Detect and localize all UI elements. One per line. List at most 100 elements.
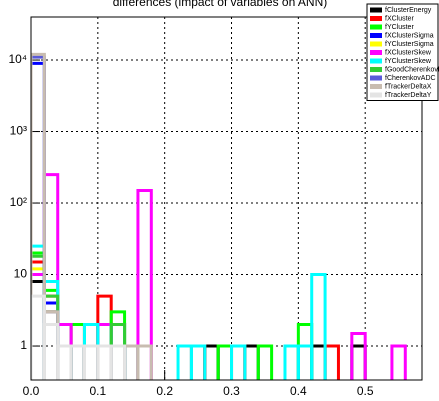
histogram-bin [109, 344, 127, 380]
legend-label: fYClusterSkew [385, 58, 432, 65]
chart-title: differences (impact of variables on ANN) [113, 0, 328, 9]
histogram-bin [42, 310, 60, 380]
y-tick-label: 10⁴ [8, 52, 27, 66]
histogram-bin [69, 323, 86, 380]
histogram-bin [56, 344, 73, 380]
histogram-bin [109, 344, 127, 380]
histogram-bin [31, 52, 46, 380]
histogram-bin [136, 188, 153, 380]
histogram-bin [56, 344, 73, 380]
histogram-bin [350, 344, 367, 380]
legend-swatch [370, 33, 382, 38]
legend-label: fTrackerDeltaY [385, 92, 432, 99]
legend-swatch [370, 92, 382, 98]
histogram-bin [96, 323, 113, 380]
histogram-bin [96, 323, 113, 380]
histogram-bin [42, 294, 60, 380]
histogram-bin [31, 251, 46, 380]
histogram-bin [243, 344, 260, 380]
histogram-bin [323, 344, 340, 380]
histogram-bin [31, 267, 46, 380]
legend-label: fXCluster [385, 15, 414, 22]
histogram-bin [109, 344, 127, 380]
histogram-bin [82, 344, 100, 380]
histogram-bin [56, 344, 73, 380]
legend-swatch [370, 7, 382, 13]
histogram-bin [69, 344, 86, 380]
histogram-bin [31, 244, 46, 380]
histogram-bin [123, 344, 140, 380]
x-tick-label: 0.5 [357, 384, 374, 398]
histogram-bin [216, 344, 234, 380]
legend-swatch [370, 84, 382, 89]
histogram-bin [82, 344, 100, 380]
y-tick-label: 10² [10, 195, 27, 209]
histogram-bin [69, 323, 86, 380]
histogram-bin [296, 344, 314, 380]
legend-swatch [370, 50, 382, 55]
histogram-bin [69, 344, 86, 380]
histogram-bin [109, 310, 127, 380]
histogram-bin [31, 273, 46, 380]
histogram-bin [42, 294, 60, 380]
legend-label: fXClusterSigma [385, 32, 434, 39]
histogram-bin [42, 323, 60, 380]
histogram-bin [82, 344, 100, 380]
histogram-bin [136, 344, 153, 380]
histogram-bin [283, 344, 300, 380]
x-tick-label: 0.3 [223, 384, 240, 398]
plot-area [31, 52, 407, 380]
legend-swatch [370, 24, 382, 30]
histogram-bin [109, 344, 127, 380]
histogram-bin [82, 344, 100, 380]
histogram-bin [56, 323, 73, 380]
histogram-bin [96, 294, 113, 380]
histogram-bin [109, 344, 127, 380]
histogram-bin [69, 344, 86, 380]
histogram-bin [109, 323, 127, 380]
histogram-bin [56, 344, 73, 380]
histogram-bin [230, 344, 247, 380]
legend-swatch [370, 67, 382, 72]
histogram-bin [56, 344, 73, 380]
histogram-bin [42, 310, 60, 380]
histogram-bin [82, 344, 100, 380]
y-tick-label: 10³ [10, 124, 27, 138]
histogram-bin [176, 344, 193, 380]
histogram-bin [96, 344, 113, 380]
histogram-bin [69, 344, 86, 380]
legend-label: fGoodCherenkovHit [385, 66, 439, 73]
histogram-bin [82, 344, 100, 380]
histogram-bin [31, 61, 46, 380]
histogram-bin [109, 323, 127, 380]
histogram-bin [69, 344, 86, 380]
histogram-bin [96, 344, 113, 380]
histogram-bin [230, 344, 247, 380]
histogram-bin [96, 344, 113, 380]
histogram-bin [82, 344, 100, 380]
histogram-bin [69, 344, 86, 380]
legend-label: fTrackerDeltaX [385, 83, 432, 90]
x-tick-label: 0.0 [23, 384, 40, 398]
histogram-bin [69, 344, 86, 380]
legend-swatch [370, 41, 382, 47]
histogram-bin [82, 323, 100, 380]
legend-swatch [370, 16, 382, 21]
histogram-bin [56, 344, 73, 380]
histogram-bin [390, 344, 407, 380]
histogram-bin [189, 344, 207, 380]
histogram-bin [96, 344, 113, 380]
histogram-bin [56, 344, 73, 380]
y-tick-label: 1 [20, 338, 27, 352]
legend-swatch [370, 75, 382, 81]
legend-label: fCherenkovADC [385, 75, 436, 82]
histogram-bin [82, 344, 100, 380]
histogram-bin [310, 344, 327, 380]
legend-swatch [370, 58, 382, 64]
legend-label: fClusterEnergy [385, 7, 432, 14]
histogram-bin [69, 344, 86, 380]
histogram-bin [310, 273, 327, 380]
y-tick-label: 10 [14, 267, 28, 281]
histogram-bin [56, 344, 73, 380]
